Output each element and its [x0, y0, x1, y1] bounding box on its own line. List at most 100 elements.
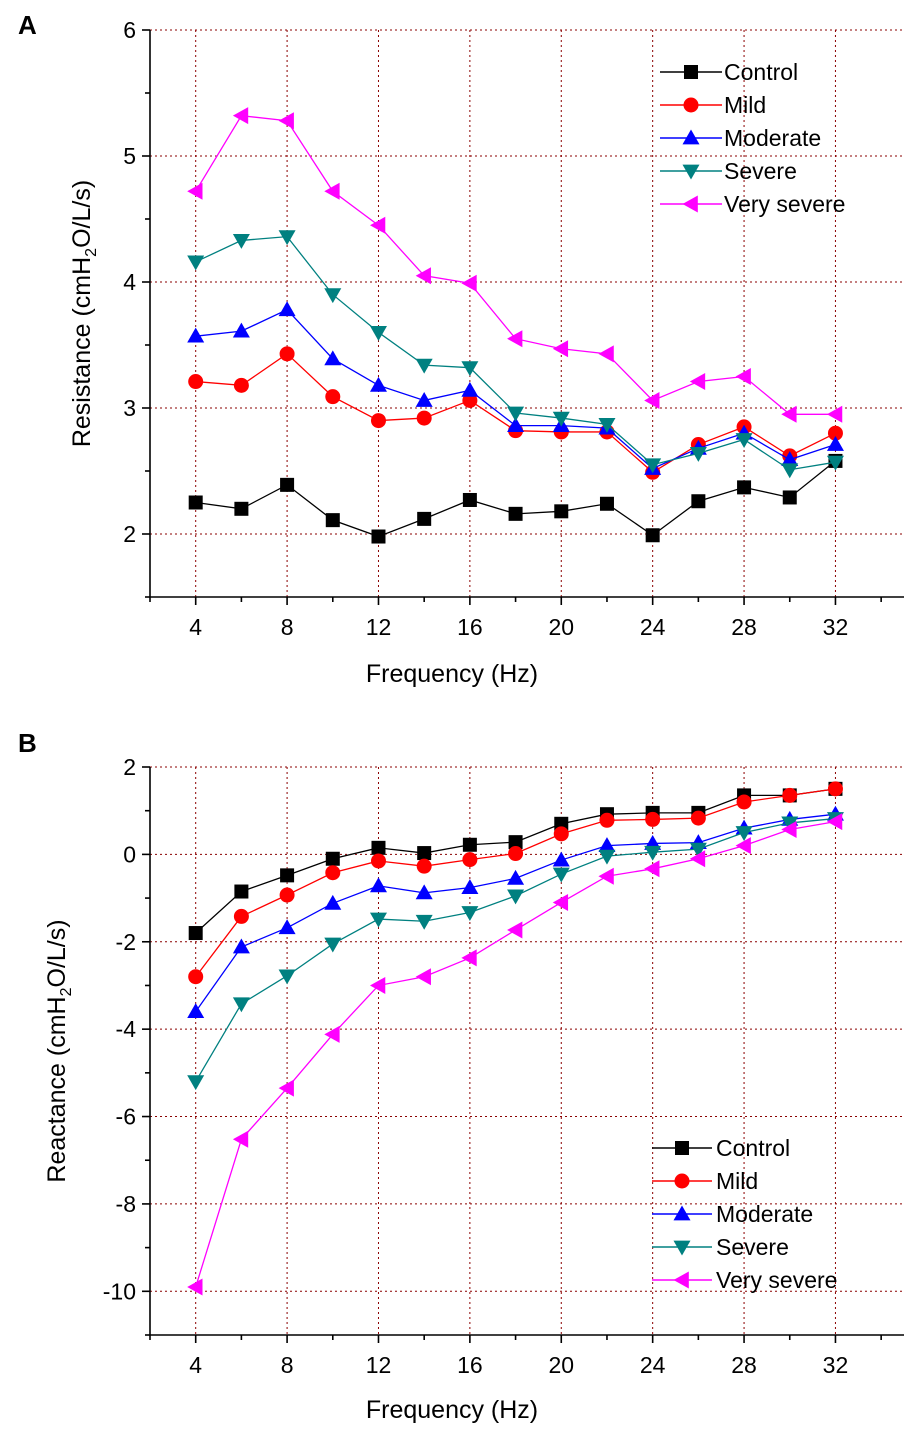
data-point-severe	[415, 358, 433, 374]
x-tick-label: 32	[823, 1352, 849, 1378]
data-point-very-severe	[598, 345, 614, 363]
legend-label: Moderate	[724, 125, 821, 151]
data-point-mild	[462, 852, 478, 868]
data-point-moderate	[415, 884, 433, 900]
legend-label: Severe	[716, 1234, 789, 1260]
series-line-moderate	[195, 308, 836, 470]
data-point-moderate	[278, 301, 296, 317]
data-point-control	[325, 851, 340, 866]
x-tick-label: 28	[731, 1352, 757, 1378]
data-point-severe	[552, 411, 570, 427]
legend: Control Mild Moderate Severe Very severe	[660, 59, 845, 217]
data-point-mild	[645, 811, 661, 827]
legend-item-very-severe: Very severe	[652, 1267, 837, 1293]
data-point-severe	[324, 288, 342, 304]
data-point-very-severe	[644, 391, 660, 409]
data-point-control	[188, 495, 203, 510]
y-tick-label: 6	[123, 17, 136, 43]
data-point-very-severe	[689, 850, 706, 868]
data-point-very-severe	[324, 1025, 340, 1043]
data-point-mild	[782, 787, 798, 803]
panel-a: A 4 8 12 16 20 24 28 32 2 3 4 5 6 Frequency (Hz) Resist…	[18, 10, 904, 688]
series-line-control	[195, 460, 836, 538]
data-point-severe	[461, 906, 479, 921]
data-point-very-severe	[324, 182, 340, 200]
legend-label: Control	[716, 1135, 790, 1161]
data-point-very-severe	[552, 340, 569, 358]
data-point-mild	[325, 389, 341, 405]
data-point-severe	[278, 230, 296, 246]
data-point-severe	[826, 455, 844, 471]
data-point-very-severe	[781, 820, 797, 838]
data-point-very-severe	[232, 1130, 249, 1148]
data-point-control	[234, 884, 249, 899]
x-tick-label: 16	[457, 1352, 483, 1378]
x-tick-label: 8	[281, 614, 294, 640]
data-point-moderate	[232, 938, 250, 954]
data-point-severe	[644, 458, 662, 474]
data-point-moderate	[507, 869, 525, 885]
data-point-moderate	[278, 919, 296, 935]
y-tick-label: 0	[123, 841, 136, 867]
data-point-moderate	[461, 879, 479, 894]
x-tick-label: 24	[640, 614, 666, 640]
panel-letter: B	[18, 728, 37, 758]
series-mild	[188, 781, 843, 985]
axes	[142, 29, 904, 605]
y-axis-title-part: O/L/s)	[68, 180, 96, 248]
data-point-very-severe	[187, 1278, 203, 1296]
y-axis-title-part: Reactance (cmH	[43, 996, 71, 1182]
data-point-very-severe	[369, 976, 386, 994]
data-point-severe	[598, 418, 616, 433]
data-point-very-severe	[461, 949, 477, 967]
series-very-severe	[187, 107, 843, 423]
data-point-very-severe	[735, 837, 751, 855]
y-tick-label: -2	[116, 929, 136, 955]
data-point-moderate	[324, 894, 342, 910]
data-point-severe	[278, 969, 296, 985]
x-tick-label: 16	[457, 614, 483, 640]
data-point-severe	[369, 326, 387, 341]
data-point-moderate	[415, 391, 433, 407]
data-point-control	[371, 529, 386, 544]
data-point-control	[417, 846, 432, 861]
data-point-very-severe	[552, 893, 569, 911]
legend-label: Mild	[716, 1168, 758, 1194]
data-point-mild	[370, 413, 386, 429]
data-point-severe	[644, 845, 662, 861]
legend-marker	[682, 129, 700, 145]
legend-label: Very severe	[724, 191, 845, 217]
data-point-severe	[507, 889, 525, 905]
data-point-moderate	[187, 327, 205, 343]
data-point-control	[280, 868, 295, 883]
legend-marker	[682, 195, 698, 213]
legend-item-severe: Severe	[652, 1234, 789, 1260]
data-point-very-severe	[598, 867, 614, 885]
data-point-control	[280, 477, 295, 492]
data-point-moderate	[369, 877, 387, 893]
legend-item-moderate: Moderate	[652, 1201, 813, 1227]
data-point-mild	[416, 858, 432, 874]
data-point-mild	[233, 377, 249, 393]
legend-label: Very severe	[716, 1267, 837, 1293]
series-moderate	[187, 301, 844, 475]
data-point-control	[508, 835, 523, 850]
y-tick-label: 5	[123, 143, 136, 169]
data-point-very-severe	[415, 968, 431, 986]
x-tick-label: 20	[548, 614, 574, 640]
data-point-moderate	[461, 381, 479, 397]
legend-label: Moderate	[716, 1201, 813, 1227]
legend-label: Mild	[724, 92, 766, 118]
data-point-severe	[689, 842, 707, 858]
data-point-severe	[461, 361, 479, 377]
legend-marker	[683, 97, 699, 113]
x-tick-label: 24	[640, 1352, 666, 1378]
y-tick-label: 3	[123, 395, 136, 421]
x-tick-label: 12	[366, 614, 392, 640]
data-point-severe	[735, 826, 753, 842]
data-point-very-severe	[461, 274, 477, 292]
legend-marker	[673, 1271, 689, 1289]
data-point-mild	[508, 846, 524, 862]
x-tick-label: 8	[281, 1352, 294, 1378]
